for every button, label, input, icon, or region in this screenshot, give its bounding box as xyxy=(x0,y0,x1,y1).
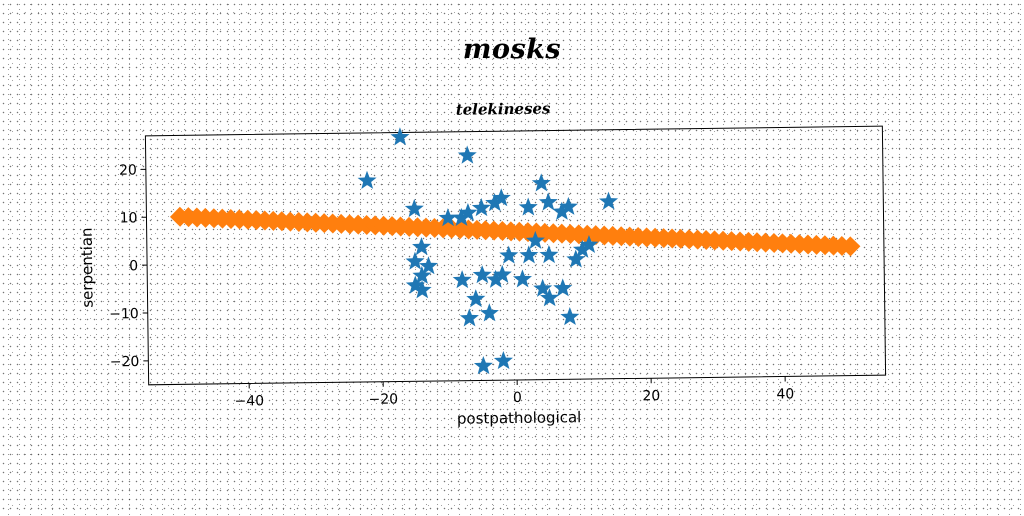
star-point xyxy=(519,197,538,215)
star-point xyxy=(453,270,472,288)
star-point xyxy=(460,308,479,326)
series-diamonds xyxy=(170,198,861,265)
star-point xyxy=(357,171,376,189)
y-tick-label: 20 xyxy=(119,162,137,178)
star-point xyxy=(473,265,492,283)
star-point xyxy=(390,127,409,145)
x-axis-label: postpathological xyxy=(457,408,582,428)
star-point xyxy=(560,307,579,325)
series-stars xyxy=(357,124,620,375)
x-tick-label: 40 xyxy=(776,386,794,402)
star-point xyxy=(405,199,424,217)
y-axis-label: serpentian xyxy=(78,227,97,307)
star-point xyxy=(466,289,485,307)
y-tick-label: −20 xyxy=(110,354,140,370)
star-point xyxy=(458,145,477,163)
star-point xyxy=(480,303,499,321)
y-tick-label: −10 xyxy=(109,306,139,322)
star-point xyxy=(494,351,513,369)
star-point xyxy=(513,269,532,287)
plot-area-frame xyxy=(145,126,885,385)
x-tick-label: 0 xyxy=(513,390,522,406)
x-tick-label: −20 xyxy=(369,392,399,408)
star-point xyxy=(539,192,558,210)
y-tick-label: 0 xyxy=(129,258,138,274)
chart-title: telekineses xyxy=(456,100,551,119)
x-tick-label: 20 xyxy=(642,388,660,404)
x-tick-label: −40 xyxy=(235,393,265,409)
star-point xyxy=(499,245,518,263)
chart-suptitle: mosks xyxy=(0,34,1024,65)
star-point xyxy=(553,278,572,296)
star-point xyxy=(519,245,538,263)
star-point xyxy=(599,191,618,209)
y-tick-label: 10 xyxy=(120,210,138,226)
star-point xyxy=(532,173,551,191)
star-point xyxy=(474,356,493,374)
star-point xyxy=(539,245,558,263)
